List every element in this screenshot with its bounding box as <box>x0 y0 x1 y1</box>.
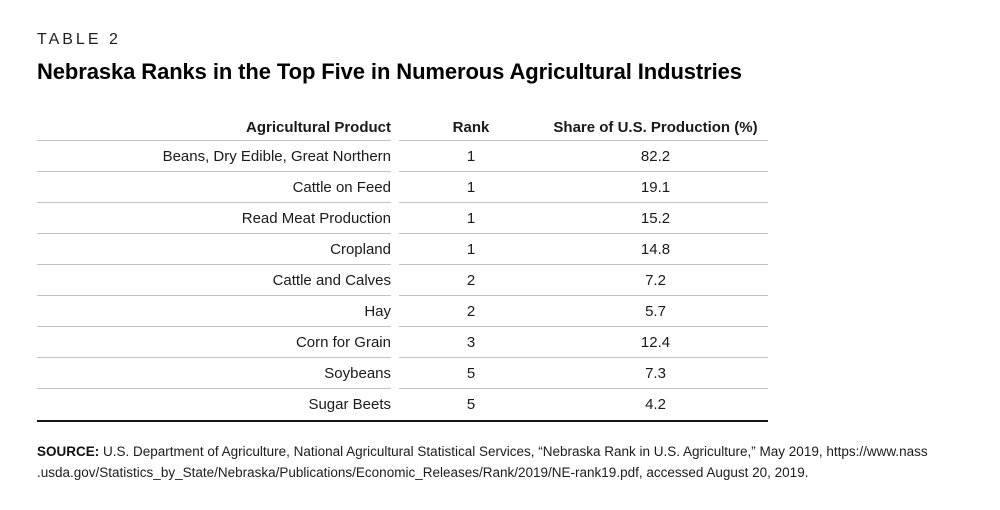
table-row: Hay 2 5.7 <box>37 296 768 327</box>
row-right-group: 5 7.3 <box>399 358 768 389</box>
cell-share: 5.7 <box>645 302 666 320</box>
col-header-product: Agricultural Product <box>37 115 391 141</box>
cell-rank: 2 <box>466 271 476 289</box>
table-title: Nebraska Ranks in the Top Five in Numero… <box>37 59 742 84</box>
source-note: SOURCE: U.S. Department of Agriculture, … <box>37 442 977 484</box>
cell-product: Corn for Grain <box>37 327 391 358</box>
table-row: Cattle on Feed 1 19.1 <box>37 172 768 203</box>
table-row: Cropland 1 14.8 <box>37 234 768 265</box>
cell-rank: 5 <box>466 396 476 413</box>
cell-share: 7.2 <box>645 271 666 289</box>
cell-rank: 1 <box>466 240 476 258</box>
header-right-group: Rank Share of U.S. Production (%) <box>399 115 768 141</box>
row-right-group: 3 12.4 <box>399 327 768 358</box>
cell-product: Beans, Dry Edible, Great Northern <box>37 141 391 172</box>
cell-product: Cattle and Calves <box>37 265 391 296</box>
cell-share: 15.2 <box>640 209 671 227</box>
table-row: Sugar Beets 5 4.2 <box>37 389 768 420</box>
cell-share: 4.2 <box>645 396 666 413</box>
document-page: TABLE 2 Nebraska Ranks in the Top Five i… <box>37 31 977 484</box>
cell-rank: 3 <box>466 333 476 351</box>
cell-product: Sugar Beets <box>308 396 391 413</box>
table-row: Corn for Grain 3 12.4 <box>37 327 768 358</box>
row-right-group: 1 14.8 <box>399 234 768 265</box>
table-row: Beans, Dry Edible, Great Northern 1 82.2 <box>37 141 768 172</box>
table-header-row: Agricultural Product Rank Share of U.S. … <box>37 115 768 141</box>
col-header-share: Share of U.S. Production (%) <box>553 119 758 136</box>
cell-product: Cattle on Feed <box>37 172 391 203</box>
cell-share: 12.4 <box>640 333 671 351</box>
row-right-group: 2 5.7 <box>399 296 768 327</box>
table-row: Cattle and Calves 2 7.2 <box>37 265 768 296</box>
cell-product: Hay <box>37 296 391 327</box>
source-line-2: .usda.gov/Statistics_by_State/Nebraska/P… <box>37 464 809 480</box>
source-label: SOURCE: <box>37 444 100 459</box>
cell-share: 14.8 <box>640 240 671 258</box>
cell-product: Cropland <box>37 234 391 265</box>
cell-rank: 1 <box>466 147 476 165</box>
row-right-group: 2 7.2 <box>399 265 768 296</box>
table-number-eyebrow: TABLE 2 <box>37 31 121 48</box>
table-row: Read Meat Production 1 15.2 <box>37 203 768 234</box>
cell-product: Read Meat Production <box>37 203 391 234</box>
agricultural-ranks-table: Agricultural Product Rank Share of U.S. … <box>37 115 768 422</box>
cell-rank: 5 <box>466 364 476 382</box>
col-header-rank: Rank <box>452 119 490 136</box>
cell-rank: 1 <box>466 209 476 227</box>
row-right-group: 1 82.2 <box>399 141 768 172</box>
row-right-group: 5 4.2 <box>399 389 768 420</box>
source-line-1: U.S. Department of Agriculture, National… <box>103 444 928 459</box>
row-right-group: 1 19.1 <box>399 172 768 203</box>
cell-share: 19.1 <box>640 178 671 196</box>
row-right-group: 1 15.2 <box>399 203 768 234</box>
cell-rank: 1 <box>466 178 476 196</box>
cell-rank: 2 <box>466 302 476 320</box>
cell-share: 7.3 <box>645 364 666 382</box>
cell-share: 82.2 <box>640 147 671 165</box>
table-row: Soybeans 5 7.3 <box>37 358 768 389</box>
cell-product: Soybeans <box>37 358 391 389</box>
